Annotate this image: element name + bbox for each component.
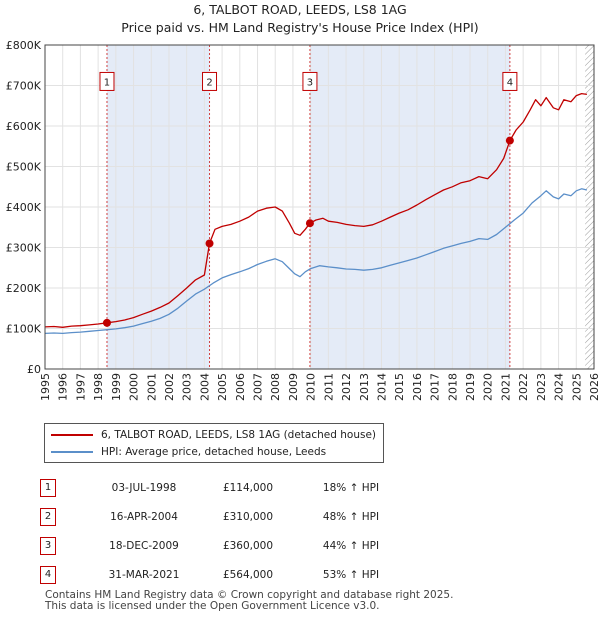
- y-tick-label: £700K: [6, 80, 42, 93]
- sale-date: 18-DEC-2009: [109, 539, 179, 552]
- x-tick-label: 2026: [588, 373, 600, 401]
- legend-item-property: 6, TALBOT ROAD, LEEDS, LS8 1AG (detached…: [51, 428, 376, 442]
- y-tick-label: £500K: [6, 161, 42, 174]
- x-tick-label: 1997: [74, 373, 87, 401]
- x-tick-label: 2017: [429, 373, 442, 401]
- legend-label-hpi: HPI: Average price, detached house, Leed…: [101, 446, 327, 458]
- sale-point: [505, 136, 514, 145]
- x-tick-label: 2025: [570, 373, 583, 401]
- x-tick-label: 2005: [216, 373, 229, 401]
- table-row: 3 18-DEC-2009 £360,000 44% ↑ HPI: [40, 531, 406, 560]
- price-chart: 1 2 3 4 £0 £100K £200K £300K £400K £500K £600K £70…: [6, 39, 600, 401]
- sale-price: £360,000: [222, 539, 274, 552]
- sale-marker-label: 3: [307, 77, 313, 88]
- sale-hpi-change: 53% ↑ HPI: [322, 568, 380, 581]
- sale-point: [205, 239, 214, 248]
- x-tick-label: 2007: [252, 373, 265, 401]
- x-tick-label: 1998: [92, 373, 105, 401]
- x-tick-label: 2011: [322, 373, 335, 401]
- footer-copyright: Contains HM Land Registry data © Crown c…: [45, 589, 454, 601]
- x-tick-label: 2006: [234, 373, 247, 401]
- sale-date: 16-APR-2004: [110, 510, 178, 523]
- x-tick-label: 2013: [358, 373, 371, 401]
- sale-marker-label: 2: [206, 77, 212, 88]
- property-price-line: [44, 92, 587, 328]
- table-row: 2 16-APR-2004 £310,000 48% ↑ HPI: [40, 502, 406, 531]
- sale-point: [305, 219, 314, 228]
- x-tick-label: 1995: [39, 373, 52, 401]
- x-tick-label: 1999: [110, 373, 123, 401]
- x-tick-label: 1996: [57, 373, 70, 401]
- x-tick-label: 2023: [535, 373, 548, 401]
- sale-point: [102, 318, 111, 327]
- hpi-line: [44, 188, 588, 335]
- sale-number-badge: 3: [40, 536, 56, 555]
- sale-date: 03-JUL-1998: [111, 481, 177, 494]
- x-tick-label: 2003: [181, 373, 194, 401]
- x-tick-label: 2016: [411, 373, 424, 401]
- plot-border: [44, 44, 595, 370]
- footer-licence: This data is licensed under the Open Gov…: [45, 600, 380, 612]
- chart-title-line2: Price paid vs. HM Land Registry's House …: [121, 20, 479, 35]
- x-tick-label: 2014: [375, 373, 388, 401]
- sale-marker-box: [302, 71, 318, 91]
- sales-table: 1 03-JUL-1998 £114,000 18% ↑ HPI 2 16-AP…: [40, 473, 406, 589]
- x-tick-label: 2010: [305, 373, 318, 401]
- sale-marker-label: 1: [104, 77, 110, 88]
- x-tick-label: 2020: [482, 373, 495, 401]
- y-tick-label: £400K: [6, 201, 42, 214]
- y-tick-label: £300K: [6, 242, 42, 255]
- x-tick-label: 2009: [287, 373, 300, 401]
- legend: 6, TALBOT ROAD, LEEDS, LS8 1AG (detached…: [44, 423, 384, 463]
- table-row: 4 31-MAR-2021 £564,000 53% ↑ HPI: [40, 560, 406, 589]
- y-tick-label: £0: [27, 363, 41, 376]
- x-tick-label: 2021: [499, 373, 512, 401]
- sale-date: 31-MAR-2021: [108, 568, 180, 581]
- sale-number-badge: 1: [40, 478, 56, 497]
- sale-marker-box: [502, 71, 518, 91]
- y-tick-label: £100K: [6, 323, 42, 336]
- sale-number-badge: 4: [40, 565, 56, 584]
- sale-marker-box: [202, 71, 218, 91]
- sale-hpi-change: 48% ↑ HPI: [322, 510, 380, 523]
- x-tick-label: 2000: [128, 373, 141, 401]
- x-tick-label: 2019: [464, 373, 477, 401]
- x-tick-label: 2018: [446, 373, 459, 401]
- y-tick-label: £200K: [6, 282, 42, 295]
- y-tick-label: £800K: [6, 39, 42, 52]
- table-row: 1 03-JUL-1998 £114,000 18% ↑ HPI: [40, 473, 406, 502]
- x-tick-label: 2022: [517, 373, 530, 401]
- sale-price: £564,000: [222, 568, 274, 581]
- sale-hpi-change: 44% ↑ HPI: [322, 539, 380, 552]
- chart-title-line1: 6, TALBOT ROAD, LEEDS, LS8 1AG: [193, 2, 407, 17]
- footer: Contains HM Land Registry data © Crown c…: [45, 590, 453, 612]
- x-tick-label: 2001: [145, 373, 158, 401]
- sale-price: £114,000: [222, 481, 274, 494]
- sale-price: £310,000: [222, 510, 274, 523]
- x-tick-label: 2008: [269, 373, 282, 401]
- legend-swatch-hpi: [51, 451, 93, 453]
- sale-hpi-change: 18% ↑ HPI: [322, 481, 380, 494]
- y-tick-label: £600K: [6, 120, 42, 133]
- legend-swatch-property: [51, 434, 93, 436]
- legend-item-hpi: HPI: Average price, detached house, Leed…: [51, 445, 326, 459]
- x-tick-label: 2015: [393, 373, 406, 401]
- x-tick-label: 2004: [198, 373, 211, 401]
- sale-marker-box: [99, 71, 115, 91]
- sale-number-badge: 2: [40, 507, 56, 526]
- x-tick-label: 2024: [553, 373, 566, 401]
- sale-marker-label: 4: [507, 77, 513, 88]
- x-tick-label: 2002: [163, 373, 176, 401]
- legend-label-property: 6, TALBOT ROAD, LEEDS, LS8 1AG (detached…: [101, 429, 376, 441]
- x-tick-label: 2012: [340, 373, 353, 401]
